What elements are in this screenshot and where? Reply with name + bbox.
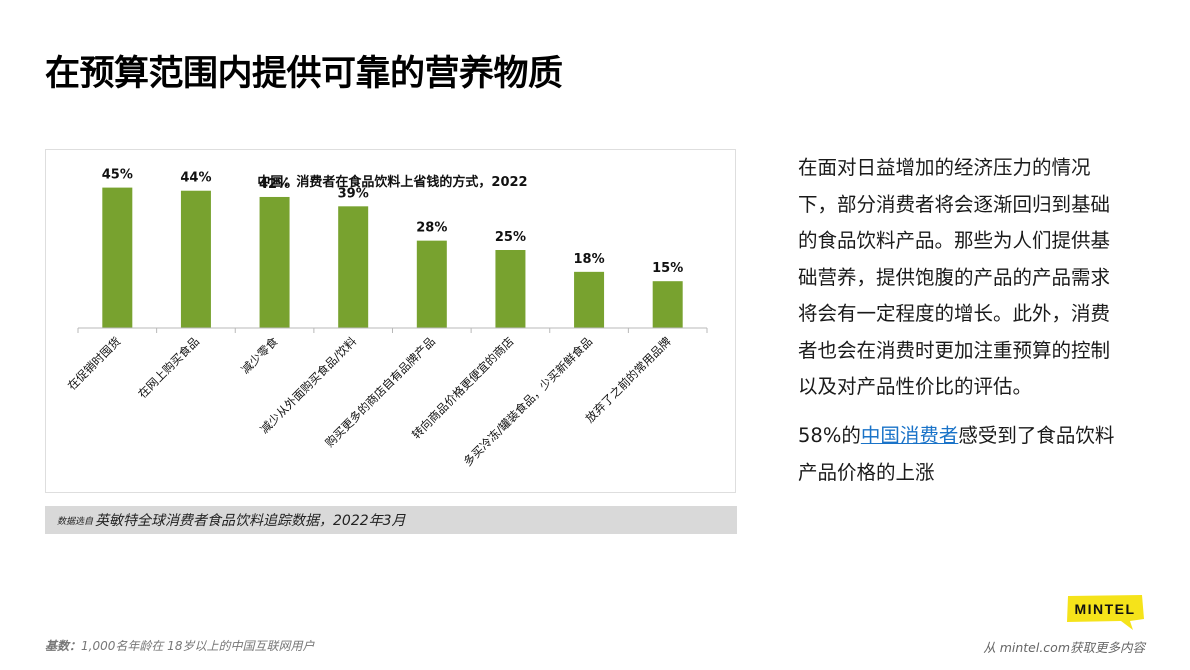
data-label: 15% [652, 261, 683, 276]
logo-text: MINTEL [1074, 601, 1135, 617]
category-label: 在网上购买食品 [135, 334, 202, 401]
data-label: 44% [180, 171, 211, 186]
stat-value: 58%的 [798, 424, 861, 447]
data-label: 39% [338, 186, 369, 201]
data-label: 25% [495, 230, 526, 245]
source-prefix: 数据选自 [57, 516, 94, 527]
base-label: 基数： [45, 639, 82, 653]
bar [180, 190, 211, 328]
category-label: 减少零食 [238, 334, 281, 377]
bar [652, 281, 683, 328]
logo-shape [1067, 595, 1144, 630]
summary-paragraph: 在面对日益增加的经济压力的情况下，部分消费者将会逐渐回归到基础的食品饮料产品。那… [798, 156, 1111, 398]
source-bar: 数据选自 英敏特全球消费者食品饮料追踪数据，2022年3月 [45, 506, 737, 534]
source-text: 英敏特全球消费者食品饮料追踪数据，2022年3月 [95, 513, 406, 529]
data-label: 28% [416, 221, 447, 236]
bar [416, 240, 447, 328]
bar [259, 196, 290, 328]
data-label: 42% [259, 177, 290, 192]
bar-chart: 中国：消费者在食品饮料上省钱的方式，2022 45% 在促销时囤货 44% 在网上购买食… [65, 168, 708, 469]
more-content-link[interactable]: 从 mintel.com获取更多内容 [983, 640, 1145, 655]
bar [574, 271, 605, 328]
bar [338, 206, 369, 328]
stat-paragraph: 58%的中国消费者感受到了食品饮料产品价格的上涨 [798, 418, 1128, 491]
stat-suffix: 感受到了食品饮料产品价格的上涨 [798, 424, 1115, 484]
bar [495, 250, 526, 328]
page-title: 在预算范围内提供可靠的营养物质 [45, 54, 563, 94]
data-label: 45% [102, 168, 133, 183]
category-label: 多买冷冻/罐装食品，少买新鲜食品 [461, 334, 596, 469]
bar [102, 187, 133, 328]
chinese-consumers-link[interactable]: 中国消费者 [860, 424, 959, 447]
mintel-logo[interactable]: MINTEL [1064, 592, 1146, 632]
chart-panel: 中国：消费者在食品饮料上省钱的方式，2022 45% 在促销时囤货 44% 在网上购买食… [45, 149, 736, 493]
data-label: 18% [574, 252, 605, 267]
category-label: 在促销时囤货 [65, 334, 124, 393]
category-label: 放弃了之前的常用品牌 [583, 334, 674, 425]
chart-title: 中国：消费者在食品饮料上省钱的方式，2022 [257, 174, 527, 190]
base-text: 1,000名年龄在 18岁以上的中国互联网用户 [81, 639, 315, 653]
base-note: 基数：1,000名年龄在 18岁以上的中国互联网用户 [45, 637, 314, 654]
